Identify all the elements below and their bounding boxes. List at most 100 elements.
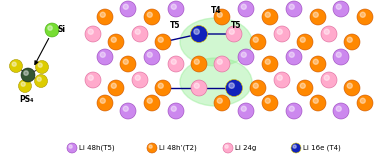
Text: T5: T5 xyxy=(231,22,241,30)
Circle shape xyxy=(214,56,230,72)
Circle shape xyxy=(158,37,163,42)
Circle shape xyxy=(135,75,140,80)
Circle shape xyxy=(289,106,294,111)
Circle shape xyxy=(344,80,360,96)
Circle shape xyxy=(168,56,184,72)
Circle shape xyxy=(229,83,234,88)
Circle shape xyxy=(85,72,101,88)
Text: Si: Si xyxy=(58,24,66,34)
Circle shape xyxy=(171,59,176,64)
Circle shape xyxy=(324,75,329,80)
Circle shape xyxy=(277,75,282,80)
Circle shape xyxy=(226,26,242,42)
Circle shape xyxy=(97,49,113,65)
Circle shape xyxy=(194,29,199,34)
Circle shape xyxy=(147,98,152,103)
Circle shape xyxy=(313,59,318,64)
Circle shape xyxy=(37,77,41,81)
Circle shape xyxy=(297,34,313,50)
Circle shape xyxy=(286,1,302,17)
Circle shape xyxy=(357,9,373,25)
Circle shape xyxy=(191,56,207,72)
Circle shape xyxy=(214,95,230,111)
Circle shape xyxy=(147,143,157,153)
Circle shape xyxy=(347,37,352,42)
Circle shape xyxy=(238,49,254,65)
Text: Li 16e (T4): Li 16e (T4) xyxy=(303,145,341,151)
Circle shape xyxy=(120,103,136,119)
Circle shape xyxy=(310,9,326,25)
Circle shape xyxy=(217,98,222,103)
Circle shape xyxy=(277,29,282,34)
Circle shape xyxy=(321,26,337,42)
Circle shape xyxy=(149,145,152,148)
Circle shape xyxy=(123,59,128,64)
Circle shape xyxy=(214,9,230,25)
Circle shape xyxy=(333,1,349,17)
Circle shape xyxy=(21,82,25,86)
Circle shape xyxy=(336,4,341,9)
Circle shape xyxy=(144,95,160,111)
Circle shape xyxy=(120,56,136,72)
Circle shape xyxy=(144,49,160,65)
Circle shape xyxy=(226,80,242,96)
Circle shape xyxy=(168,1,184,17)
Circle shape xyxy=(36,60,48,74)
Circle shape xyxy=(253,37,258,42)
Circle shape xyxy=(191,25,208,43)
Circle shape xyxy=(360,12,365,17)
Circle shape xyxy=(123,4,128,9)
Circle shape xyxy=(297,80,313,96)
Circle shape xyxy=(135,29,140,34)
Circle shape xyxy=(262,9,278,25)
Text: PS₄: PS₄ xyxy=(19,95,33,104)
Ellipse shape xyxy=(180,18,252,66)
Circle shape xyxy=(171,4,176,9)
Circle shape xyxy=(313,12,318,17)
Circle shape xyxy=(191,80,207,96)
Circle shape xyxy=(147,12,152,17)
Circle shape xyxy=(250,34,266,50)
Circle shape xyxy=(291,143,301,153)
Circle shape xyxy=(274,26,290,42)
Circle shape xyxy=(223,143,233,153)
Circle shape xyxy=(155,80,171,96)
Circle shape xyxy=(144,9,160,25)
Circle shape xyxy=(333,49,349,65)
Text: Li 48h’(T2): Li 48h’(T2) xyxy=(159,145,197,151)
Circle shape xyxy=(217,59,222,64)
Circle shape xyxy=(336,52,341,57)
Circle shape xyxy=(262,56,278,72)
Circle shape xyxy=(241,106,246,111)
Circle shape xyxy=(12,62,16,66)
Text: T4: T4 xyxy=(211,6,221,15)
Circle shape xyxy=(274,72,290,88)
Circle shape xyxy=(300,83,305,88)
Circle shape xyxy=(265,59,270,64)
Circle shape xyxy=(85,26,101,42)
Circle shape xyxy=(347,83,352,88)
Circle shape xyxy=(34,74,48,88)
Circle shape xyxy=(100,98,105,103)
Circle shape xyxy=(286,49,302,65)
Circle shape xyxy=(241,4,246,9)
Circle shape xyxy=(250,80,266,96)
Circle shape xyxy=(293,145,296,148)
Circle shape xyxy=(48,26,52,30)
Circle shape xyxy=(194,59,199,64)
Circle shape xyxy=(132,72,148,88)
Circle shape xyxy=(344,34,360,50)
Circle shape xyxy=(97,9,113,25)
Circle shape xyxy=(9,59,23,73)
Circle shape xyxy=(100,12,105,17)
Circle shape xyxy=(194,29,199,34)
Circle shape xyxy=(289,52,294,57)
Circle shape xyxy=(238,1,254,17)
Circle shape xyxy=(310,56,326,72)
Circle shape xyxy=(265,98,270,103)
Circle shape xyxy=(333,103,349,119)
Circle shape xyxy=(168,103,184,119)
Circle shape xyxy=(300,37,305,42)
Circle shape xyxy=(147,52,152,57)
Circle shape xyxy=(336,106,341,111)
